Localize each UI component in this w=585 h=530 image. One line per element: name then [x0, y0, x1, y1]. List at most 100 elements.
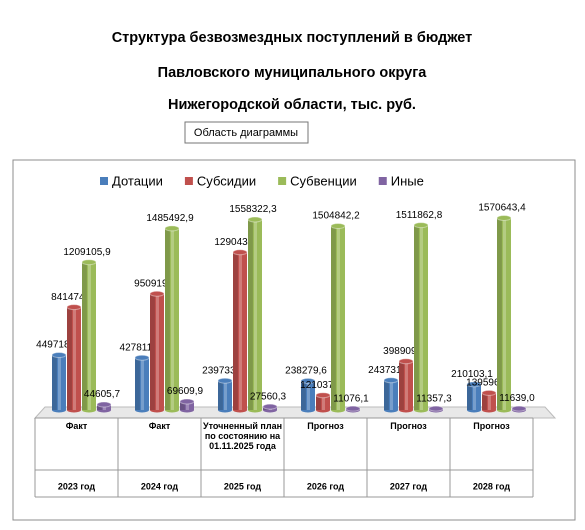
value-label: 1511862,8	[396, 210, 443, 221]
legend-marker	[184, 177, 193, 185]
x-group-label: 2025 год	[224, 481, 262, 491]
value-label: 243731,5	[368, 365, 410, 376]
tooltip: Область диаграммы	[194, 127, 298, 139]
bar-shade	[135, 357, 140, 410]
bar-top	[164, 225, 180, 232]
bar-shine	[58, 355, 61, 410]
bar-shine	[186, 401, 189, 410]
bar-shade	[180, 401, 185, 410]
bar	[164, 225, 180, 413]
bar-body	[384, 380, 398, 410]
bar-shine	[103, 404, 106, 410]
value-label: 69609,9	[167, 386, 204, 397]
x-group-label: 2027 год	[390, 481, 428, 491]
category-cell: Факт	[148, 421, 171, 431]
value-label: 239733,3	[202, 365, 244, 376]
bar-shine	[390, 380, 393, 410]
value-label: 238279,6	[285, 366, 327, 377]
bar-body	[150, 293, 164, 410]
bar-shade	[97, 404, 102, 410]
value-label: 427811,9	[120, 342, 161, 353]
bar-body	[331, 226, 345, 410]
value-label: 1504842,2	[312, 211, 360, 222]
legend-label: Иные	[391, 173, 424, 188]
bar-body	[180, 401, 194, 410]
bar-top	[413, 222, 429, 229]
x-group-label: 2026 год	[307, 481, 345, 491]
bar-body	[248, 219, 262, 410]
bar-body	[301, 380, 315, 410]
chart-area	[12, 159, 576, 521]
category-cell: Факт	[66, 421, 88, 431]
category-cell: Прогноз	[307, 421, 344, 431]
x-tick-label: Факт	[148, 421, 171, 431]
bar-shine	[141, 357, 144, 410]
value-label: 11639,0	[499, 393, 535, 404]
bar-top	[300, 377, 316, 384]
value-label: 1290437,9	[214, 237, 262, 248]
value-label: 139596,7	[466, 378, 508, 389]
x-group-label: 2028 год	[473, 481, 511, 491]
category-cell: Прогноз	[473, 421, 510, 431]
bar-shine	[254, 219, 257, 410]
value-label: 449718,6	[36, 340, 78, 351]
bar-shine	[88, 262, 91, 410]
bar-top	[262, 403, 278, 410]
bar	[398, 358, 414, 413]
value-label: 950919,6	[134, 278, 176, 289]
legend-label: Субвенции	[290, 173, 357, 188]
x-tick-label: Уточненный план по состоянию на 01.11.20…	[203, 421, 282, 451]
bar	[149, 290, 165, 413]
bar-body	[97, 404, 111, 410]
bar-top	[232, 249, 248, 256]
value-label: 121037,1	[300, 380, 342, 391]
value-label: 841474,5	[51, 292, 93, 303]
bar-shade	[497, 218, 502, 410]
bar-shine	[503, 218, 506, 410]
bar-shade	[331, 226, 336, 410]
bar-top	[179, 398, 195, 405]
bar-top	[149, 290, 165, 297]
bar	[179, 398, 195, 413]
value-label: 398909,9	[383, 346, 425, 357]
bar-shine	[307, 380, 310, 410]
legend-marker	[100, 177, 108, 185]
bar-body	[52, 355, 66, 410]
x-group-label: 2024 год	[141, 481, 179, 491]
bar-top	[345, 405, 361, 412]
bar-top	[315, 392, 331, 399]
bar-top	[66, 304, 82, 311]
bar	[51, 352, 67, 413]
bar-shade	[399, 361, 404, 410]
bar	[66, 304, 82, 413]
bar	[300, 377, 316, 413]
bar-shade	[384, 380, 389, 410]
bar-shade	[482, 392, 487, 410]
bar-shade	[218, 380, 223, 410]
bar-body	[218, 380, 232, 410]
bar-shine	[405, 361, 408, 410]
bar-shade	[82, 262, 87, 410]
bar-body	[414, 225, 428, 410]
legend-marker	[378, 177, 387, 185]
bar-shade	[467, 384, 472, 410]
bar-top	[496, 215, 512, 221]
x-tick-label: Прогноз	[307, 421, 344, 431]
bar-top	[51, 352, 67, 359]
bar-shine	[337, 226, 340, 410]
bar-shade	[150, 293, 155, 410]
bar-body	[135, 357, 149, 410]
category-cell: Прогноз	[390, 421, 427, 431]
value-label: 1485492,9	[146, 213, 194, 224]
bar-top	[511, 405, 527, 412]
bar	[413, 222, 429, 413]
bar	[96, 401, 112, 413]
value-label: 11357,3	[416, 393, 452, 404]
bar-shine	[473, 384, 476, 410]
value-label: 1570643,4	[478, 203, 526, 214]
bar	[134, 354, 150, 413]
bar	[262, 403, 278, 413]
bar-shade	[233, 252, 238, 410]
bar-shade	[301, 380, 306, 410]
